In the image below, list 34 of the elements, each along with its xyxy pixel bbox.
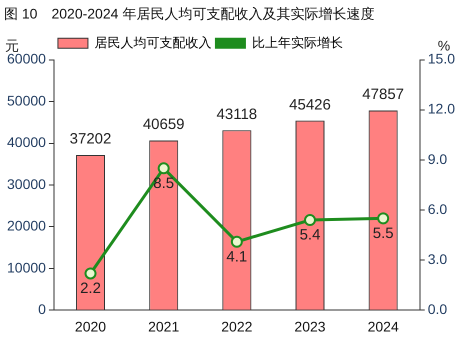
x-tick-label: 2023	[294, 318, 326, 334]
point	[230, 236, 243, 248]
data-label: 5.5	[372, 225, 394, 242]
y-tick-label: 40000	[6, 134, 46, 150]
y-tick-label: 30000	[6, 176, 46, 192]
data-label: 5.4	[300, 226, 320, 244]
y-tick-label: 10000	[6, 259, 46, 276]
y2-tick-label: 9.0	[428, 150, 448, 167]
y2-tick-label: 3.0	[428, 250, 448, 267]
data-label: 4.1	[226, 248, 248, 266]
data-label: 47857	[362, 86, 404, 104]
y-tick-label: 20000	[6, 218, 46, 234]
y-tick-label: 50000	[6, 92, 46, 108]
chart-title: 图 10 2020-2024 年居民人均可支配收入及其实际增长速度	[4, 5, 374, 22]
data-label: 2.2	[80, 280, 101, 298]
point	[158, 162, 170, 174]
point	[377, 212, 390, 224]
x-tick-label: 2020	[74, 318, 106, 334]
y2-tick-label: 0.0	[428, 301, 448, 318]
data-label: 45426	[289, 96, 331, 114]
x-tick-label: 2021	[148, 318, 180, 334]
y2-tick-label: 6.0	[428, 200, 448, 217]
data-label: 8.5	[153, 174, 174, 192]
data-label: 40659	[142, 116, 185, 134]
point	[84, 267, 97, 280]
x-tick-label: 2024	[368, 318, 399, 334]
data-label: 37202	[70, 130, 112, 148]
data-label: 43118	[216, 106, 258, 123]
y-tick-label: 0	[38, 301, 46, 318]
legend-label: 居民人均可支配收入	[94, 34, 212, 50]
y2-tick-label: 12.0	[428, 100, 456, 117]
point	[304, 214, 316, 226]
legend-label: 比上年实际增长	[252, 34, 343, 50]
x-tick-label: 2022	[221, 318, 253, 334]
